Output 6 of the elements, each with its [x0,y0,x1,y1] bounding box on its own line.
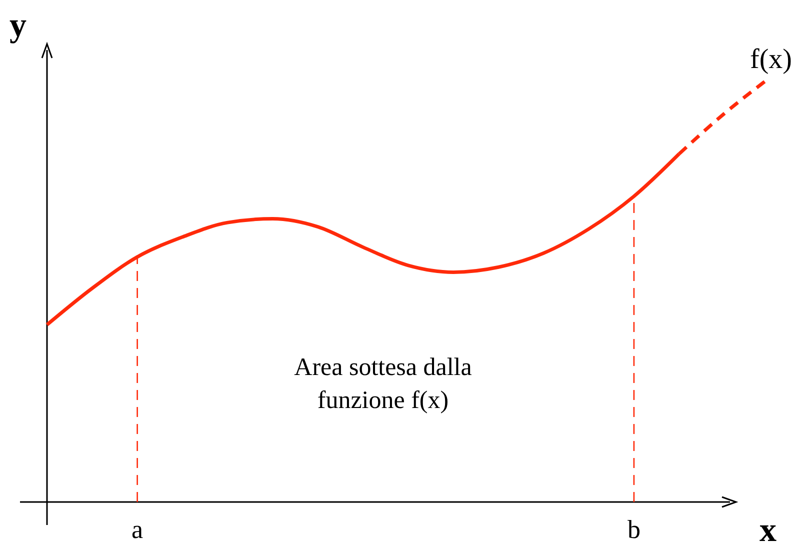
x-axis-title: x [760,512,776,547]
x-tick-label: a [132,515,144,544]
x-tick-label: b [627,515,640,544]
annotation: Area sottesa dalla funzione f(x) [294,354,472,414]
y-axis-title: y [10,7,26,44]
text: f(x) [750,44,792,75]
